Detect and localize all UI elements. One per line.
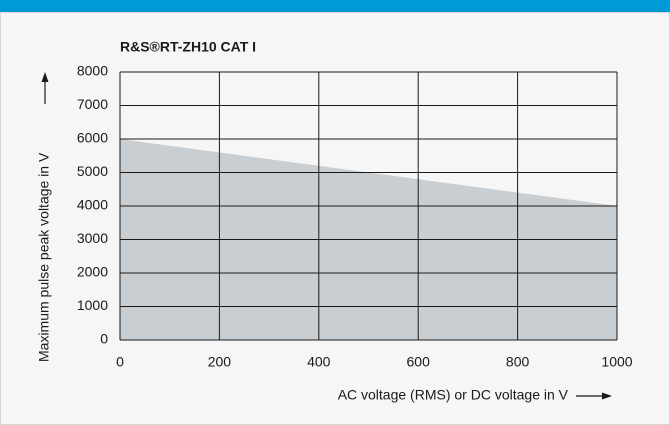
- y-tick-label: 5000: [77, 163, 108, 179]
- x-tick-label: 600: [407, 354, 431, 370]
- x-tick-label: 1000: [601, 354, 632, 370]
- y-tick-label: 2000: [77, 264, 108, 280]
- y-tick-label: 1000: [77, 297, 108, 313]
- x-tick-label: 0: [116, 354, 124, 370]
- y-tick-label: 7000: [77, 96, 108, 112]
- x-tick-label: 200: [208, 354, 232, 370]
- y-axis-arrowhead: [41, 72, 49, 82]
- y-axis-label: Maximum pulse peak voltage in V: [36, 152, 52, 362]
- x-axis-label: AC voltage (RMS) or DC voltage in V: [338, 387, 569, 403]
- x-tick-label: 400: [307, 354, 331, 370]
- y-tick-label: 0: [100, 331, 108, 347]
- y-tick-label: 3000: [77, 230, 108, 246]
- y-tick-label: 8000: [77, 63, 108, 79]
- chart-title: R&S®RT-ZH10 CAT I: [120, 39, 256, 55]
- plot: 0 1000 2000 3000 4000 5000 6000 7000 8000 0 200 400…: [77, 63, 633, 370]
- x-axis-arrowhead: [602, 392, 612, 400]
- y-tick-label: 6000: [77, 130, 108, 146]
- y-tick-label: 4000: [77, 197, 108, 213]
- header-bar: [0, 0, 670, 12]
- x-tick-label: 800: [506, 354, 530, 370]
